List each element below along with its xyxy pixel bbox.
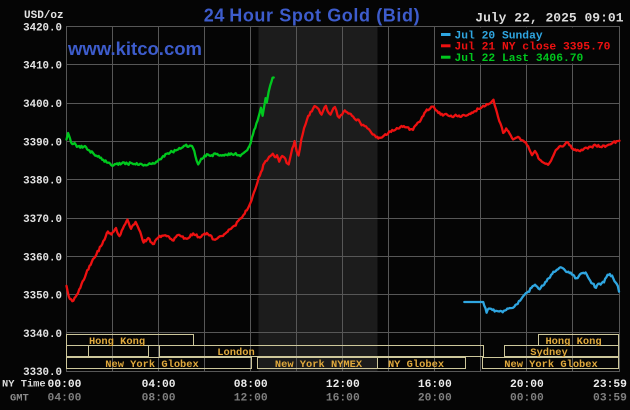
svg-text:12:00: 12:00 [326, 379, 360, 391]
svg-text:Jul 21 NY close 3395.70: Jul 21 NY close 3395.70 [455, 42, 611, 54]
svg-text:08:00: 08:00 [142, 393, 176, 405]
svg-text:London: London [217, 347, 254, 359]
svg-text:July 22, 2025 09:01: July 22, 2025 09:01 [475, 11, 623, 26]
svg-text:3400.0: 3400.0 [23, 99, 62, 111]
svg-text:03:59: 03:59 [593, 393, 627, 405]
svg-text:20:00: 20:00 [510, 379, 544, 391]
svg-text:12:00: 12:00 [234, 393, 268, 405]
svg-text:New York Globex: New York Globex [105, 359, 199, 371]
svg-text:3380.0: 3380.0 [23, 176, 62, 188]
svg-text:Jul 20 Sunday: Jul 20 Sunday [455, 30, 543, 42]
svg-text:Jul 22 Last 3406.70: Jul 22 Last 3406.70 [455, 53, 584, 65]
svg-text:00:00: 00:00 [510, 393, 544, 405]
svg-text:New York Globex: New York Globex [504, 359, 598, 371]
svg-text:Sydney: Sydney [530, 347, 568, 359]
svg-text:GMT: GMT [10, 393, 29, 405]
svg-text:08:00: 08:00 [234, 379, 268, 391]
svg-text:24 Hour Spot Gold (Bid): 24 Hour Spot Gold (Bid) [204, 6, 420, 26]
svg-text:NY Time: NY Time [2, 378, 46, 390]
svg-text:www.kitco.com: www.kitco.com [67, 38, 202, 59]
svg-text:3350.0: 3350.0 [23, 291, 62, 303]
svg-text:3410.0: 3410.0 [23, 61, 62, 73]
svg-text:3370.0: 3370.0 [23, 214, 62, 226]
svg-text:23:59: 23:59 [593, 379, 627, 391]
svg-text:04:00: 04:00 [142, 379, 176, 391]
svg-text:16:00: 16:00 [418, 379, 452, 391]
svg-text:00:00: 00:00 [48, 379, 82, 391]
svg-text:3420.0: 3420.0 [23, 22, 62, 34]
svg-text:3390.0: 3390.0 [23, 137, 62, 149]
svg-text:3330.0: 3330.0 [23, 367, 62, 379]
svg-text:Hong Kong: Hong Kong [89, 336, 145, 348]
svg-text:New York NYMEX: New York NYMEX [275, 359, 363, 371]
svg-text:Hong Kong: Hong Kong [545, 336, 601, 348]
svg-text:3340.0: 3340.0 [23, 329, 62, 341]
svg-text:16:00: 16:00 [326, 393, 360, 405]
svg-text:3360.0: 3360.0 [23, 252, 62, 264]
svg-text:NY Globex: NY Globex [388, 359, 444, 371]
svg-text:20:00: 20:00 [418, 393, 452, 405]
svg-text:USD/oz: USD/oz [24, 10, 64, 22]
svg-text:04:00: 04:00 [48, 393, 82, 405]
